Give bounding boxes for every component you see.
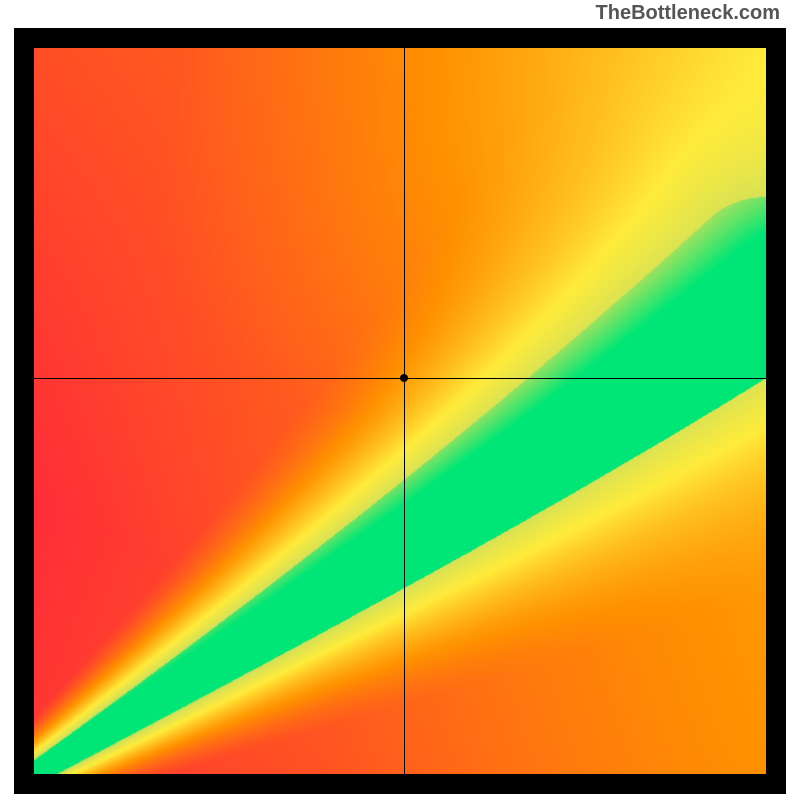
crosshair-marker-dot xyxy=(400,374,408,382)
watermark-text: TheBottleneck.com xyxy=(596,2,780,25)
chart-outer-frame xyxy=(14,28,786,794)
crosshair-vertical xyxy=(404,48,405,774)
heatmap-plot-area xyxy=(34,48,766,774)
heatmap-canvas xyxy=(34,48,766,774)
